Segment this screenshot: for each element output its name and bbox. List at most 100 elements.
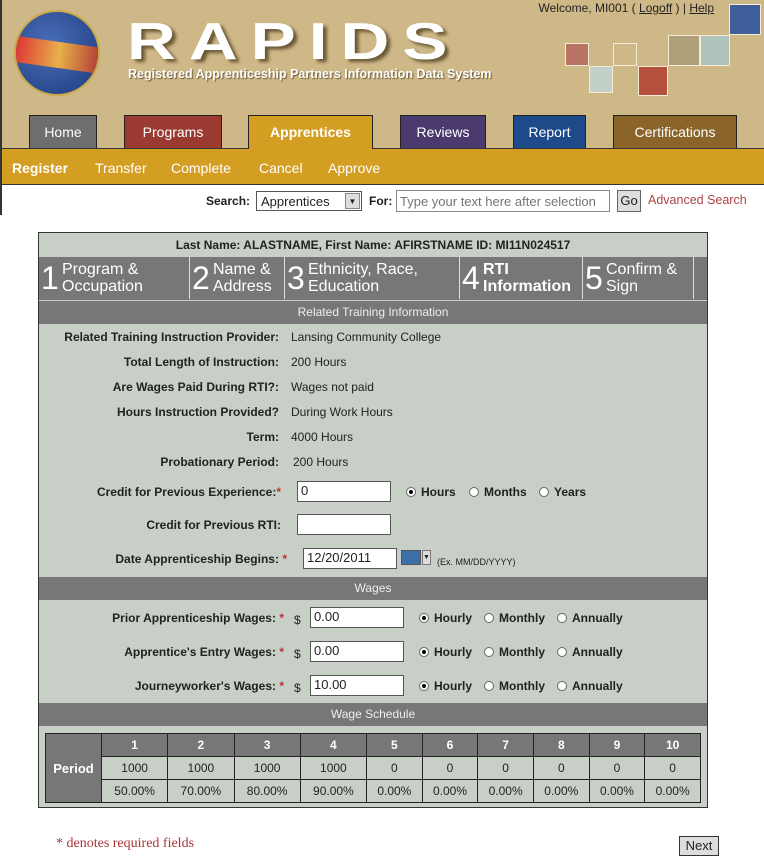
header: Welcome, MI001 ( Logoff ) | Help RAPIDS … [0, 0, 764, 148]
step-label: Ethnicity, Race, [308, 261, 418, 278]
tab-programs[interactable]: Programs [124, 115, 222, 148]
tab-certifications[interactable]: Certifications [613, 115, 737, 148]
rti-provider-row: Related Training Instruction Provider: La… [39, 326, 707, 348]
field-label: Credit for Previous Experience: [96, 485, 277, 499]
radio-hours[interactable]: Hours [406, 485, 456, 499]
required-mark: * [276, 485, 281, 499]
search-type-value: Apprentices [261, 194, 330, 209]
step-number: 3 [287, 260, 305, 296]
field-value: 200 Hours [293, 455, 349, 469]
radio-annually[interactable]: Annually [557, 679, 623, 693]
field-label: Date Apprenticeship Begins: [115, 552, 279, 566]
period-hours: 1000 [299, 756, 368, 780]
go-button[interactable]: Go [617, 190, 641, 212]
period-number: 10 [644, 733, 701, 757]
subnav-complete[interactable]: Complete [171, 160, 231, 176]
subnav-cancel[interactable]: Cancel [259, 160, 303, 176]
help-link[interactable]: Help [689, 1, 714, 15]
chevron-down-icon[interactable]: ▼ [422, 550, 431, 565]
credit-experience-input[interactable]: 0 [297, 481, 391, 502]
period-hours: 1000 [167, 756, 235, 780]
date-format-hint: (Ex. MM/DD/YYYY) [437, 557, 516, 567]
search-input[interactable] [396, 190, 610, 212]
step-label: Information [483, 278, 571, 295]
field-label: Term: [246, 430, 279, 444]
step-number: 1 [41, 260, 59, 296]
step-number: 4 [462, 260, 480, 296]
step-label: Program & [62, 261, 139, 278]
step-confirm-sign[interactable]: 5 Confirm & Sign [583, 257, 694, 299]
tab-reviews[interactable]: Reviews [400, 115, 486, 148]
step-name-address[interactable]: 2 Name & Address [190, 257, 285, 299]
app-title: RAPIDS [127, 13, 461, 71]
required-fields-note: * denotes required fields [56, 836, 195, 851]
step-number: 5 [585, 260, 603, 296]
radio-hourly[interactable]: Hourly [419, 611, 472, 625]
separator: ) | [675, 1, 686, 15]
calendar-icon[interactable] [401, 550, 421, 565]
wages-paid-row: Are Wages Paid During RTI?: Wages not pai… [39, 376, 707, 398]
step-ethnicity-race-education[interactable]: 3 Ethnicity, Race, Education [285, 257, 460, 299]
radio-monthly[interactable]: Monthly [484, 679, 545, 693]
period-number: 7 [477, 733, 534, 757]
welcome-text: Welcome, MI001 ( [538, 1, 636, 15]
step-label: Education [308, 278, 380, 295]
step-label: Name & [213, 261, 271, 278]
registration-form: Last Name: ALASTNAME, First Name: AFIRST… [38, 232, 708, 808]
radio-hourly[interactable]: Hourly [419, 645, 472, 659]
apprentice-identity: Last Name: ALASTNAME, First Name: AFIRST… [175, 238, 571, 252]
step-program-occupation[interactable]: 1 Program & Occupation [39, 257, 190, 299]
radio-annually[interactable]: Annually [557, 611, 623, 625]
field-value: During Work Hours [291, 405, 393, 419]
chevron-down-icon[interactable]: ▼ [345, 193, 360, 209]
search-label: Search: [206, 194, 251, 208]
radio-hourly[interactable]: Hourly [419, 679, 472, 693]
period-hours: 0 [366, 756, 423, 780]
credit-rti-input[interactable] [297, 514, 391, 535]
subnav-approve[interactable]: Approve [328, 160, 381, 176]
journeyworker-wages-input[interactable]: 10.00 [310, 675, 404, 696]
subnav-transfer[interactable]: Transfer [95, 160, 147, 176]
entry-wages-input[interactable]: 0.00 [310, 641, 404, 662]
wages-section-header: Wages [39, 577, 707, 600]
wage-schedule-table: Period 1 2 3 4 5 6 7 8 9 10 1000 1000 1000 1000 0 0 0 0 0 0… [45, 733, 701, 803]
period-number: 8 [532, 733, 590, 757]
radio-monthly[interactable]: Monthly [484, 645, 545, 659]
period-wage-percent: 0.00% [588, 779, 646, 803]
search-type-select[interactable]: Apprentices ▼ [256, 191, 362, 211]
credit-experience-row: Credit for Previous Experience:* 0 Hours… [39, 481, 707, 503]
step-label: Occupation [62, 278, 143, 295]
period-number: 4 [299, 733, 368, 757]
currency-symbol: $ [294, 647, 301, 661]
tab-home[interactable]: Home [29, 115, 97, 148]
period-wage-percent: 0.00% [477, 779, 534, 803]
wage-schedule-header: Wage Schedule [39, 703, 707, 726]
period-hours: 1000 [233, 756, 301, 780]
start-date-input[interactable]: 12/20/2011 [303, 548, 397, 569]
step-rti-information[interactable]: 4 RTI Information [460, 257, 583, 299]
next-button[interactable]: Next [679, 836, 719, 856]
start-date-row: Date Apprenticeship Begins: * 12/20/2011… [39, 548, 707, 570]
period-wage-percent: 0.00% [644, 779, 701, 803]
currency-symbol: $ [294, 613, 301, 627]
period-wage-percent: 0.00% [532, 779, 590, 803]
subnav-register[interactable]: Register [12, 160, 69, 176]
field-value: Wages not paid [291, 380, 374, 394]
advanced-search-link[interactable]: Advanced Search [648, 193, 747, 207]
tab-apprentices[interactable]: Apprentices [248, 115, 373, 149]
radio-annually[interactable]: Annually [557, 645, 623, 659]
radio-years[interactable]: Years [539, 485, 586, 499]
prior-wages-input[interactable]: 0.00 [310, 607, 404, 628]
logoff-link[interactable]: Logoff [639, 1, 673, 15]
period-number: 9 [588, 733, 646, 757]
radio-months[interactable]: Months [469, 485, 527, 499]
field-label: Prior Apprenticeship Wages: [112, 611, 276, 625]
radio-monthly[interactable]: Monthly [484, 611, 545, 625]
period-wage-percent: 50.00% [100, 779, 169, 803]
field-value: Lansing Community College [291, 330, 442, 344]
step-label: Sign [606, 278, 639, 295]
field-label: Are Wages Paid During RTI?: [112, 380, 279, 394]
tab-report[interactable]: Report [513, 115, 586, 148]
required-mark: * [282, 552, 287, 566]
period-number: 6 [421, 733, 479, 757]
